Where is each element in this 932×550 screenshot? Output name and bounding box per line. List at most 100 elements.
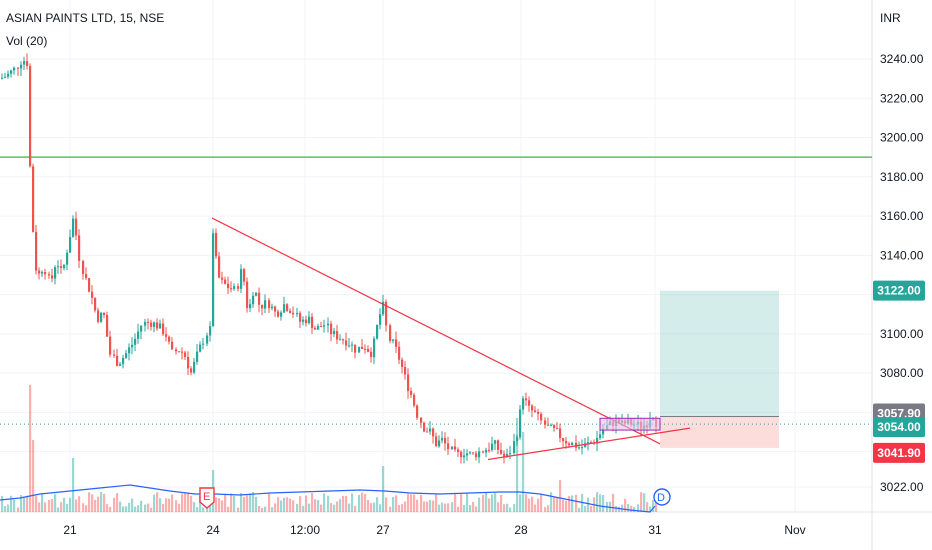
- volume-bar: [243, 496, 246, 512]
- consolidation-box[interactable]: [599, 417, 661, 431]
- candle-body: [451, 446, 454, 450]
- volume-bar: [156, 492, 159, 512]
- volume-bar: [534, 504, 537, 512]
- price-badge-label: 3057.90: [877, 407, 921, 421]
- candle-body: [218, 256, 221, 278]
- volume-bar: [106, 504, 109, 512]
- volume-bar: [252, 492, 255, 512]
- volume-bar: [345, 495, 348, 512]
- volume-bar: [103, 493, 106, 512]
- volume-bar: [202, 507, 205, 512]
- dividend-marker[interactable]: D: [653, 488, 671, 506]
- volume-bar: [323, 493, 326, 512]
- volume-bar: [271, 507, 274, 512]
- volume-bar: [283, 497, 286, 512]
- volume-bar: [485, 492, 488, 512]
- dividend-marker-label: D: [657, 492, 665, 504]
- horizontal-level[interactable]: [0, 156, 872, 425]
- candle-body: [354, 344, 357, 353]
- candle-body: [178, 351, 181, 353]
- candle-body: [113, 354, 116, 356]
- volume-bar: [358, 494, 361, 512]
- volume-bar: [255, 496, 258, 512]
- time-axis[interactable]: 21 24 12:00 27 28 31 Nov: [63, 523, 805, 537]
- volume-bar: [7, 504, 10, 512]
- volume-bar: [54, 494, 57, 512]
- candle-body: [252, 295, 255, 305]
- volume-bar: [463, 504, 466, 512]
- trendline[interactable]: [211, 217, 661, 445]
- candle-body: [522, 398, 525, 410]
- candle-body: [308, 316, 311, 324]
- candle-body: [261, 304, 264, 309]
- candle-body: [97, 310, 100, 322]
- candle-body: [26, 61, 29, 67]
- volume-bar: [221, 500, 224, 512]
- candle-body: [333, 331, 336, 335]
- volume-bar: [258, 505, 261, 512]
- volume-bar: [482, 494, 485, 512]
- long-position-tool[interactable]: [660, 290, 779, 448]
- volume-bar: [420, 494, 423, 512]
- candle-body: [441, 438, 444, 441]
- volume-bar: [100, 492, 103, 512]
- candle-body: [125, 353, 128, 358]
- volume-bar: [153, 494, 156, 512]
- candle-body: [109, 336, 112, 355]
- candle-body: [187, 356, 190, 369]
- candle-body: [233, 286, 236, 289]
- volume-bar: [401, 504, 404, 512]
- volume-bar: [602, 494, 605, 512]
- trendline[interactable]: [487, 427, 691, 461]
- candle-body: [599, 434, 602, 438]
- volume-bar: [429, 500, 432, 512]
- volume-bar: [395, 495, 398, 512]
- volume-bar: [649, 506, 652, 512]
- volume-bar: [227, 506, 230, 512]
- volume-bar: [116, 493, 119, 512]
- position-stop-zone[interactable]: [660, 416, 779, 448]
- candle-body: [153, 322, 156, 327]
- trendlines[interactable]: [211, 217, 691, 461]
- volume-bar: [478, 497, 481, 512]
- candle-body: [116, 355, 119, 366]
- price-tick-label: 3160.00: [880, 209, 924, 223]
- volume-bar: [590, 505, 593, 512]
- position-target-zone[interactable]: [660, 290, 779, 417]
- volume-bar: [97, 496, 100, 512]
- candle-body: [268, 300, 271, 309]
- candle-body: [23, 61, 26, 65]
- candle-body: [407, 374, 410, 391]
- volume-bar: [407, 493, 410, 512]
- candle-body: [119, 364, 122, 366]
- candle-body: [500, 449, 503, 454]
- earnings-marker[interactable]: E: [199, 487, 215, 509]
- volume-bar: [351, 493, 354, 512]
- volume-bar: [587, 497, 590, 512]
- candle-body: [478, 451, 481, 458]
- candle-body: [144, 321, 147, 326]
- candle-body: [305, 319, 308, 324]
- volume-indicator-label[interactable]: Vol (20): [6, 34, 47, 48]
- volume-bar: [140, 500, 143, 512]
- candle-body: [60, 266, 63, 268]
- candle-body: [212, 233, 215, 327]
- candle-body: [162, 323, 165, 335]
- candle-body: [339, 339, 342, 341]
- candle-body: [175, 349, 178, 352]
- volume-bar: [75, 499, 78, 512]
- volume-bar: [630, 505, 633, 512]
- price-tick-label: 3200.00: [880, 131, 924, 145]
- price-tick-label: 3100.00: [880, 327, 924, 341]
- volume-bar: [451, 502, 454, 512]
- volume-bar: [187, 492, 190, 512]
- price-badge-stop: [873, 442, 925, 463]
- candle-body: [1, 77, 4, 79]
- volume-bar: [29, 385, 32, 512]
- candle-body: [556, 428, 559, 430]
- candle-body: [581, 447, 584, 449]
- candle-body: [88, 278, 91, 292]
- volume-bar: [584, 506, 587, 512]
